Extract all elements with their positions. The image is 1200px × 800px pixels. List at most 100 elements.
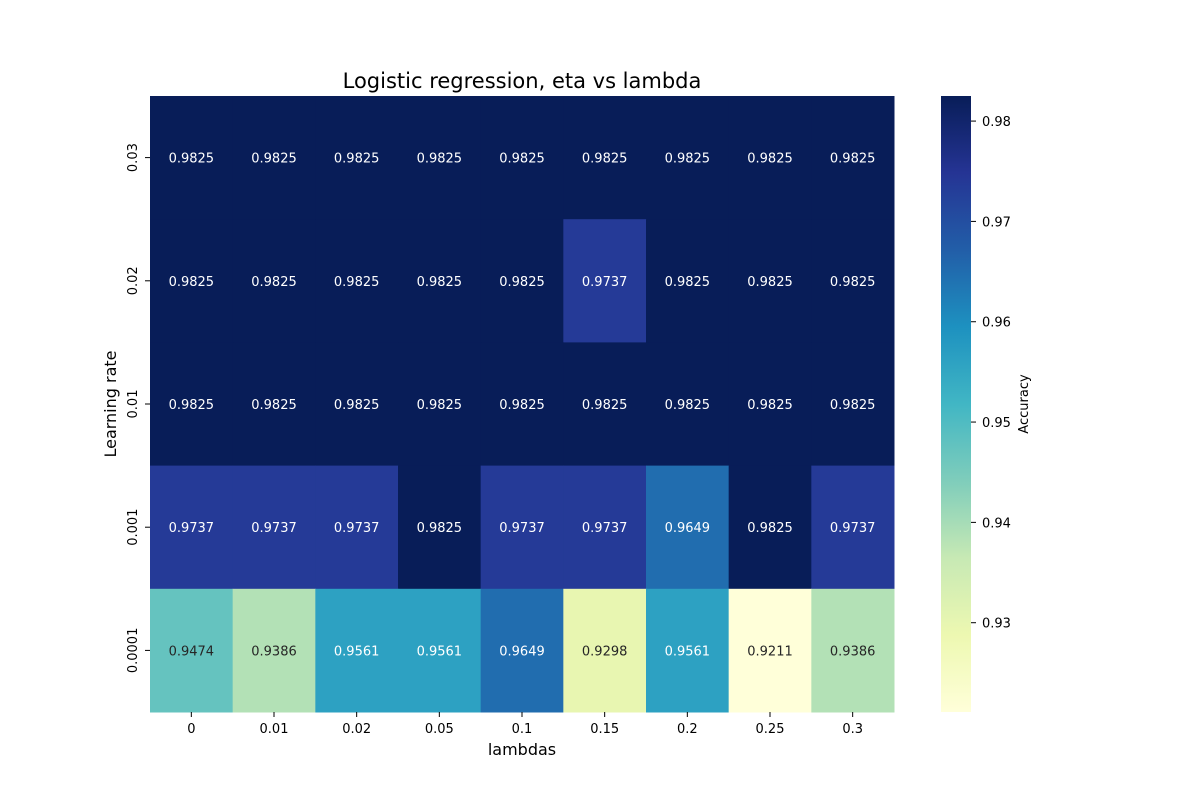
heatmap-cell xyxy=(398,465,482,590)
x-tick-label: 0.2 xyxy=(677,722,698,737)
heatmap-cell xyxy=(646,96,730,220)
heatmap-cell xyxy=(150,588,234,713)
colorbar-tick-label: 0.94 xyxy=(982,516,1011,531)
x-tick-label: 0 xyxy=(187,722,195,737)
cell-value-label: 0.9825 xyxy=(830,398,876,413)
cell-value-label: 0.9825 xyxy=(665,152,711,167)
cell-value-label: 0.9825 xyxy=(169,398,215,413)
heatmap-cell xyxy=(232,219,316,343)
heatmap-cell xyxy=(315,219,399,343)
heatmap-cell xyxy=(480,342,564,467)
cell-value-label: 0.9825 xyxy=(251,398,297,413)
heatmap-cell xyxy=(480,588,564,713)
heatmap-cell xyxy=(563,465,647,590)
heatmap-cell xyxy=(232,342,316,467)
heatmap-cell xyxy=(232,588,316,713)
colorbar-tick-label: 0.98 xyxy=(982,115,1011,130)
x-tick-label: 0.15 xyxy=(590,722,619,737)
heatmap-cell xyxy=(480,219,564,343)
cell-value-label: 0.9649 xyxy=(499,644,545,659)
y-tick-label: 0.03 xyxy=(126,143,141,172)
heatmap-cell xyxy=(563,219,647,343)
cell-value-label: 0.9825 xyxy=(499,275,545,290)
cell-value-label: 0.9298 xyxy=(582,644,628,659)
cell-value-label: 0.9825 xyxy=(417,398,463,413)
heatmap-cell xyxy=(315,588,399,713)
colorbar-ticks: 0.93 0.94 0.95 0.96 0.97 0.98 xyxy=(971,115,1011,632)
heatmap-cell xyxy=(811,96,895,220)
cell-value-label: 0.9825 xyxy=(582,398,628,413)
cell-value-label: 0.9825 xyxy=(169,275,215,290)
heatmap-cell xyxy=(646,588,730,713)
cell-value-label: 0.9737 xyxy=(251,521,297,536)
x-tick-label: 0.3 xyxy=(842,722,863,737)
cell-value-label: 0.9825 xyxy=(417,521,463,536)
heatmap-cell xyxy=(646,219,730,343)
cell-value-label: 0.9825 xyxy=(334,275,380,290)
cell-value-label: 0.9737 xyxy=(499,521,545,536)
cell-value-label: 0.9825 xyxy=(169,152,215,167)
cell-value-label: 0.9737 xyxy=(582,275,628,290)
heatmap-cell xyxy=(150,219,234,343)
heatmap-cell xyxy=(811,342,895,467)
colorbar-tick-label: 0.93 xyxy=(982,617,1011,632)
heatmap-cell xyxy=(315,465,399,590)
cell-value-label: 0.9825 xyxy=(251,152,297,167)
colorbar-label: Accuracy xyxy=(1017,374,1032,434)
heatmap-cell xyxy=(728,96,812,220)
heatmap-cell xyxy=(728,465,812,590)
heatmap-cell xyxy=(646,465,730,590)
cell-value-label: 0.9825 xyxy=(830,275,876,290)
cell-value-label: 0.9649 xyxy=(665,521,711,536)
heatmap-cell xyxy=(563,342,647,467)
cell-value-label: 0.9737 xyxy=(582,521,628,536)
cell-value-label: 0.9825 xyxy=(747,398,793,413)
heatmap-cell xyxy=(150,342,234,467)
x-axis-label: lambdas xyxy=(488,740,556,759)
y-tick-label: 0.02 xyxy=(126,266,141,295)
heatmap-cell xyxy=(728,588,812,713)
heatmap-cell xyxy=(563,96,647,220)
y-tick-label: 0.0001 xyxy=(126,628,141,674)
y-tick-label: 0.01 xyxy=(126,390,141,419)
heatmap-cell xyxy=(315,96,399,220)
heatmap-cell xyxy=(398,219,482,343)
cell-value-label: 0.9386 xyxy=(830,644,876,659)
cell-value-label: 0.9561 xyxy=(417,644,463,659)
y-tick-label: 0.001 xyxy=(126,509,141,546)
colorbar-tick-label: 0.96 xyxy=(982,316,1011,331)
x-tick-label: 0.05 xyxy=(425,722,454,737)
cell-value-label: 0.9825 xyxy=(582,152,628,167)
heatmap-cell xyxy=(728,219,812,343)
colorbar-tick-label: 0.95 xyxy=(982,416,1011,431)
x-tick-label: 0.02 xyxy=(342,722,371,737)
cell-value-label: 0.9825 xyxy=(499,152,545,167)
cell-value-label: 0.9825 xyxy=(665,398,711,413)
heatmap-cells: 0.9825 0.9825 0.9825 0.9825 0.9825 0.9825 0.98… xyxy=(150,96,895,713)
x-axis-ticks: 0 0.01 0.02 0.05 0.1 0.15 0.2 0.25 0.3 xyxy=(187,712,863,737)
heatmap-cell xyxy=(150,465,234,590)
cell-value-label: 0.9737 xyxy=(830,521,876,536)
cell-value-label: 0.9737 xyxy=(169,521,215,536)
heatmap-cell xyxy=(811,588,895,713)
cell-value-label: 0.9561 xyxy=(665,644,711,659)
cell-value-label: 0.9825 xyxy=(251,275,297,290)
heatmap-cell xyxy=(398,342,482,467)
heatmap-cell xyxy=(315,342,399,467)
cell-value-label: 0.9825 xyxy=(747,152,793,167)
heatmap-cell xyxy=(480,465,564,590)
heatmap-cell xyxy=(646,342,730,467)
heatmap-cell xyxy=(150,96,234,220)
cell-value-label: 0.9825 xyxy=(665,275,711,290)
cell-value-label: 0.9825 xyxy=(830,152,876,167)
cell-value-label: 0.9386 xyxy=(251,644,297,659)
cell-value-label: 0.9561 xyxy=(334,644,380,659)
cell-value-label: 0.9825 xyxy=(417,152,463,167)
heatmap-cell xyxy=(811,219,895,343)
cell-value-label: 0.9825 xyxy=(747,521,793,536)
y-axis-label: Learning rate xyxy=(101,350,120,457)
heatmap-cell xyxy=(398,96,482,220)
heatmap-cell xyxy=(398,588,482,713)
heatmap-cell xyxy=(232,96,316,220)
